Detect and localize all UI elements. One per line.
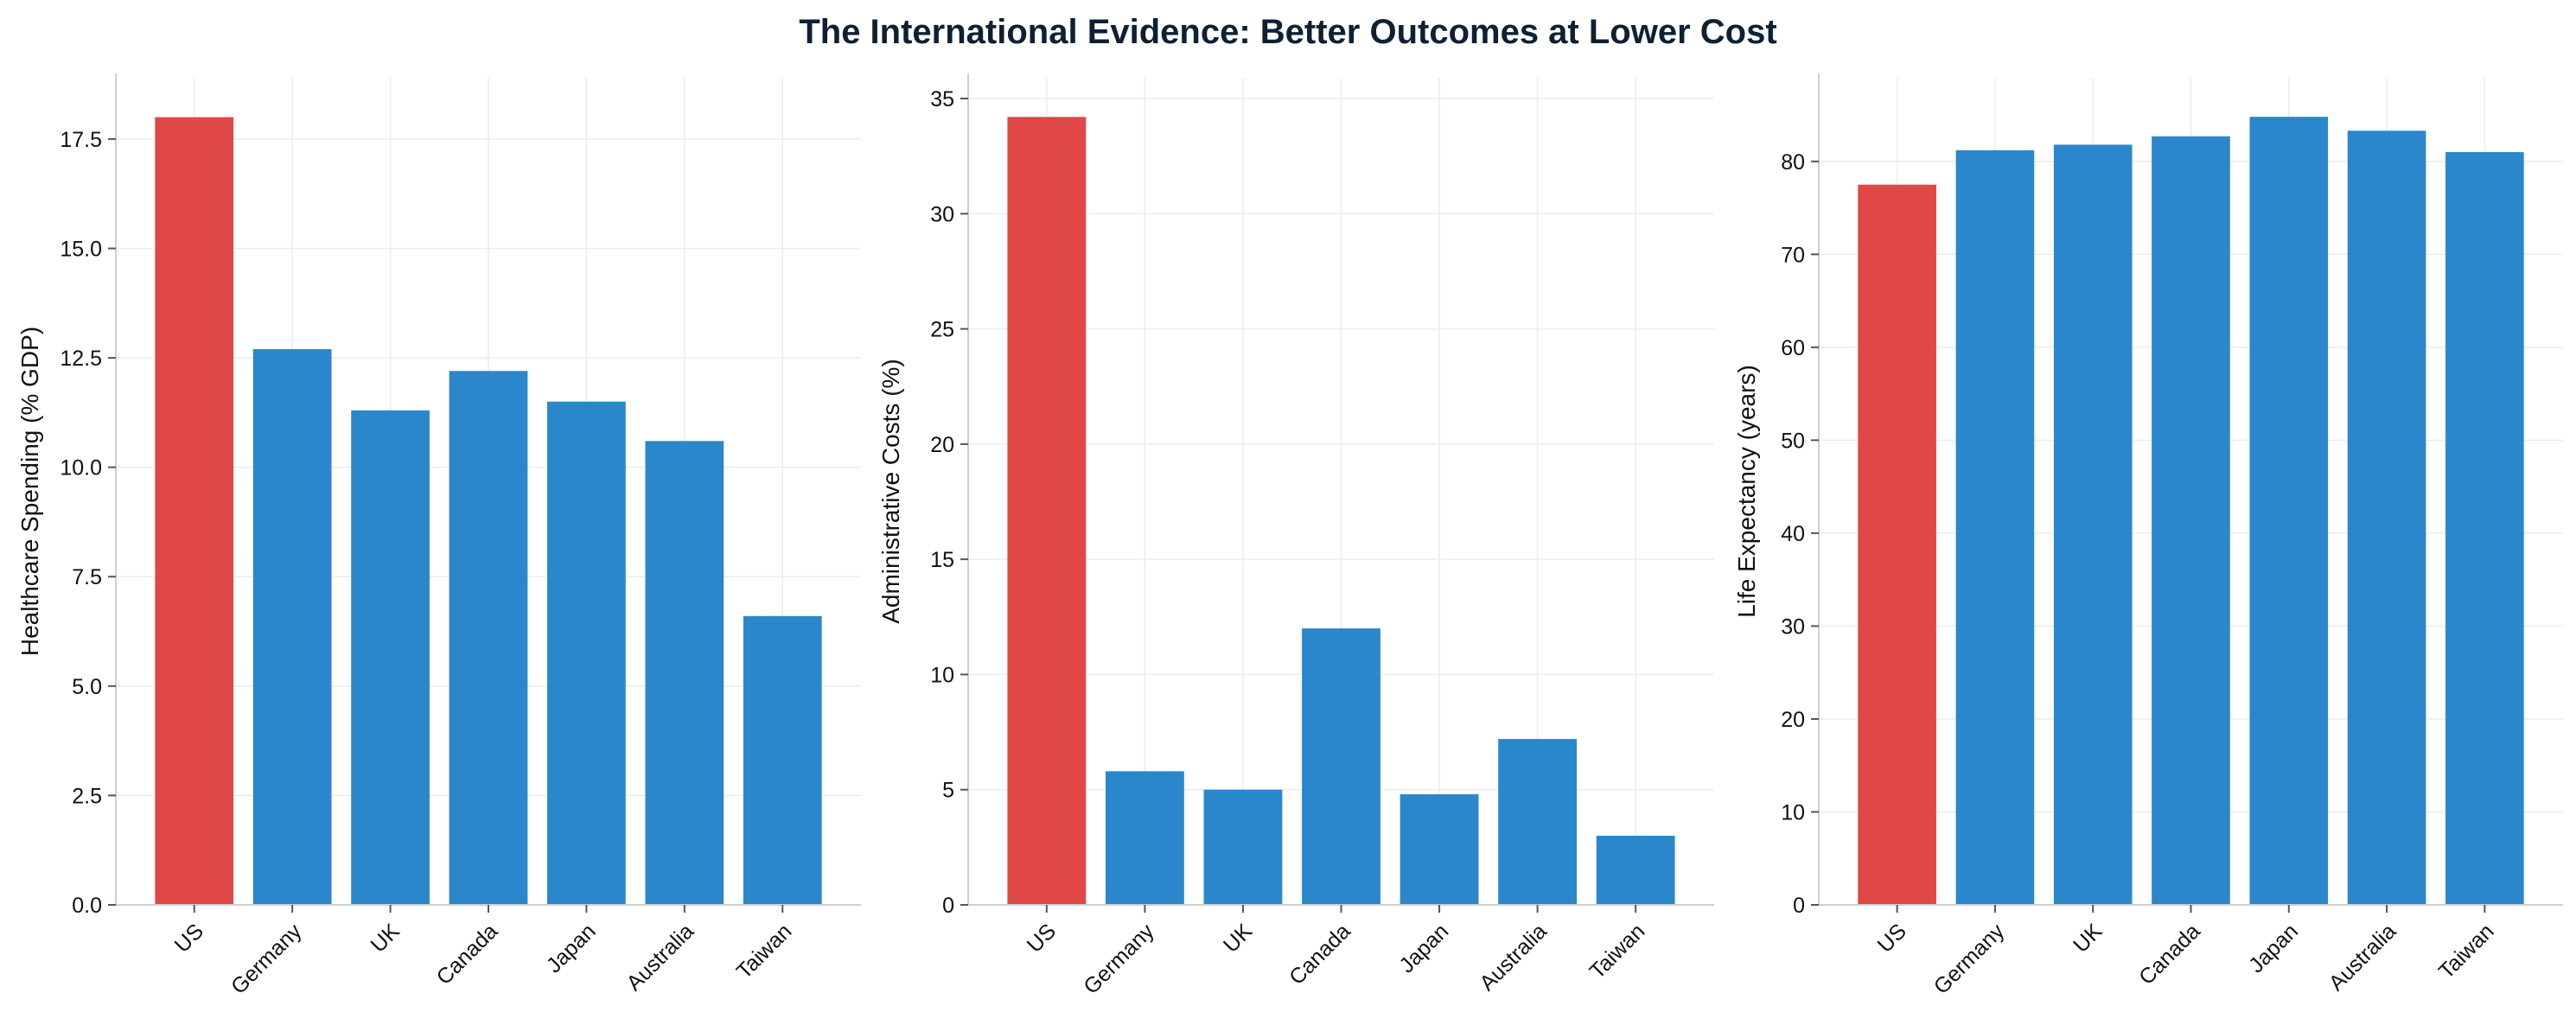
bar-australia (645, 441, 724, 905)
y-tick-label: 50 (1781, 429, 1805, 453)
y-tick-label: 2.5 (72, 784, 102, 808)
x-tick-label-us: US (170, 919, 208, 957)
x-tick-label-uk: UK (1219, 919, 1258, 958)
chart-panel-life-expectancy: 0 10 20 30 40 50 60 70 80 US Germany UK Canada Japan A… (1733, 73, 2563, 999)
x-tick-label-australia: Australia (2324, 919, 2401, 996)
bar-us (155, 117, 234, 906)
bar-us (1858, 184, 1936, 906)
x-tick-label-taiwan: Taiwan (1585, 919, 1650, 984)
bar-uk (351, 410, 430, 905)
y-tick-label: 5.0 (72, 675, 102, 699)
y-tick-label: 30 (930, 202, 954, 226)
y-tick-label: 7.5 (72, 565, 102, 589)
x-tick-label-uk: UK (2069, 919, 2107, 958)
x-tick-label-japan: Japan (2244, 919, 2303, 977)
bar-uk (1203, 789, 1283, 905)
y-tick-label: 15.0 (60, 237, 102, 261)
y-axis-label: Healthcare Spending (% GDP) (16, 327, 43, 656)
x-tick-label-australia: Australia (1475, 919, 1552, 996)
y-tick-label: 70 (1781, 243, 1805, 267)
bar-uk (2053, 144, 2133, 905)
bar-canada (449, 371, 528, 905)
y-tick-label: 10.0 (60, 456, 102, 481)
y-tick-label: 10 (930, 663, 954, 687)
chart-panel-spending: 0.0 2.5 5.0 7.5 10.0 12.5 15.0 17.5 US Germany UK C… (16, 73, 861, 999)
x-tick-label-canada: Canada (1285, 919, 1355, 990)
bar-australia (1498, 739, 1578, 905)
y-axis-label: Life Expectancy (years) (1733, 365, 1760, 618)
x-tick-label-japan: Japan (542, 919, 601, 977)
x-tick-label-australia: Australia (622, 919, 699, 996)
x-tick-label-us: US (1023, 919, 1061, 957)
bar-canada (2152, 136, 2230, 906)
y-tick-label: 40 (1781, 522, 1805, 546)
y-tick-label: 17.5 (60, 128, 102, 152)
chart-panel-admin-costs: 0 5 10 15 20 25 30 35 US Germany UK Canada Japan Aust… (877, 73, 1714, 999)
y-tick-label: 35 (930, 87, 954, 111)
y-tick-label: 15 (930, 548, 954, 572)
y-tick-label: 0 (1793, 894, 1805, 918)
y-tick-label: 80 (1781, 150, 1805, 175)
x-tick-label-canada: Canada (2134, 919, 2205, 990)
y-tick-label: 20 (1781, 708, 1805, 732)
x-tick-label-canada: Canada (432, 919, 503, 990)
y-tick-label: 60 (1781, 336, 1805, 360)
bar-japan (2249, 117, 2329, 905)
x-tick-label-us: US (1873, 919, 1911, 957)
bar-taiwan (2445, 152, 2524, 906)
bar-taiwan (1596, 836, 1675, 905)
y-tick-label: 25 (930, 318, 954, 342)
y-tick-label: 5 (942, 779, 954, 803)
bar-canada (1302, 628, 1380, 905)
bar-australia (2347, 131, 2426, 905)
bar-us (1007, 117, 1087, 905)
x-tick-label-japan: Japan (1394, 919, 1453, 977)
bar-japan (547, 401, 626, 905)
x-tick-label-germany: Germany (1929, 919, 2010, 999)
bar-germany (1105, 771, 1184, 905)
y-tick-label: 0.0 (72, 894, 102, 918)
bar-japan (1400, 794, 1479, 905)
x-tick-label-germany: Germany (226, 919, 307, 999)
y-tick-label: 10 (1781, 800, 1805, 824)
x-tick-label-uk: UK (366, 919, 405, 958)
y-axis-label: Administrative Costs (%) (877, 359, 904, 624)
y-tick-label: 0 (942, 894, 954, 918)
x-tick-label-taiwan: Taiwan (2434, 919, 2499, 984)
x-tick-label-taiwan: Taiwan (732, 919, 797, 984)
bar-germany (1955, 150, 2035, 905)
y-tick-label: 30 (1781, 614, 1805, 639)
figure-title: The International Evidence: Better Outco… (799, 13, 1776, 51)
bar-germany (252, 348, 332, 905)
y-tick-label: 20 (930, 433, 954, 457)
x-tick-label-germany: Germany (1079, 919, 1159, 999)
bar-taiwan (743, 615, 822, 905)
y-tick-label: 12.5 (60, 347, 102, 371)
